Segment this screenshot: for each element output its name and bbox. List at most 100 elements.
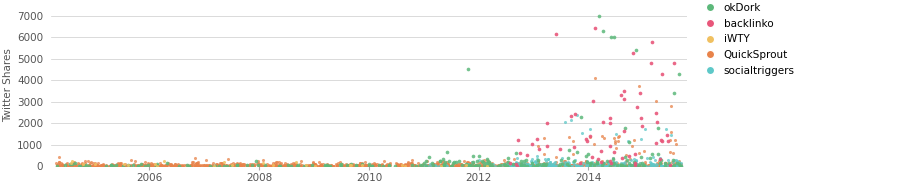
Point xyxy=(92,165,107,168)
Point xyxy=(491,164,505,167)
Point xyxy=(529,159,543,162)
Point xyxy=(459,164,474,167)
Point xyxy=(667,164,682,167)
Point xyxy=(148,162,163,165)
Point xyxy=(203,164,218,167)
Point xyxy=(410,165,425,168)
Point xyxy=(643,163,658,166)
Point xyxy=(483,164,498,167)
Point xyxy=(627,164,642,167)
Point xyxy=(517,164,532,167)
Point xyxy=(656,165,671,168)
Point xyxy=(298,165,313,168)
Point xyxy=(571,163,586,166)
Point xyxy=(67,161,81,164)
Point xyxy=(507,163,522,166)
Point xyxy=(650,164,664,167)
Point xyxy=(657,163,672,166)
Point xyxy=(266,164,281,167)
Point xyxy=(190,161,205,164)
Point xyxy=(475,164,490,167)
Point xyxy=(355,162,370,165)
Point xyxy=(517,163,531,166)
Point xyxy=(240,164,255,167)
Point xyxy=(606,158,621,161)
Point xyxy=(136,163,151,166)
Point xyxy=(652,161,667,164)
Point xyxy=(273,162,287,165)
Point xyxy=(404,165,419,168)
Point xyxy=(215,163,230,166)
Point xyxy=(665,152,680,155)
Point xyxy=(646,163,661,166)
Point xyxy=(548,164,563,167)
Point xyxy=(492,164,507,167)
Point xyxy=(543,164,558,167)
Point xyxy=(609,165,624,168)
Point xyxy=(463,163,478,166)
Point xyxy=(322,165,336,168)
Point xyxy=(589,163,603,166)
Point xyxy=(159,162,174,165)
Point xyxy=(565,164,580,167)
Point xyxy=(313,164,328,167)
Point xyxy=(440,165,455,168)
Point xyxy=(566,163,581,166)
Point xyxy=(511,162,526,165)
Point xyxy=(505,163,519,166)
Point xyxy=(540,164,554,167)
Point xyxy=(72,164,87,167)
Point xyxy=(361,164,376,167)
Point xyxy=(54,162,68,165)
Point xyxy=(462,163,477,166)
Point xyxy=(663,165,678,168)
Point xyxy=(661,163,675,166)
Point xyxy=(438,164,453,167)
Point xyxy=(584,162,599,165)
Point xyxy=(538,163,553,166)
Point xyxy=(395,164,410,167)
Point xyxy=(264,163,279,166)
Point xyxy=(511,164,526,167)
Point xyxy=(622,140,637,143)
Point xyxy=(481,161,496,164)
Point xyxy=(394,163,408,166)
Point xyxy=(351,165,366,168)
Point xyxy=(627,162,642,165)
Point xyxy=(49,164,64,167)
Point xyxy=(489,164,504,167)
Point xyxy=(287,164,302,167)
Point xyxy=(509,164,524,167)
Point xyxy=(427,164,442,167)
Point xyxy=(579,159,594,162)
Point xyxy=(634,156,649,159)
Point xyxy=(594,164,609,167)
Point xyxy=(210,165,225,168)
Point xyxy=(225,164,239,167)
Point xyxy=(426,164,441,167)
Point xyxy=(158,165,173,168)
Point xyxy=(211,164,225,167)
Point xyxy=(87,163,102,166)
Point xyxy=(578,159,593,162)
Point xyxy=(585,164,600,167)
Point xyxy=(649,162,663,165)
Point xyxy=(529,165,544,168)
Point xyxy=(211,165,225,168)
Point xyxy=(274,164,288,167)
Point xyxy=(232,164,247,167)
Point xyxy=(502,164,517,167)
Point xyxy=(595,165,610,168)
Point xyxy=(230,164,245,167)
Point xyxy=(652,157,667,160)
Point xyxy=(95,163,110,166)
Point xyxy=(274,164,288,167)
Point xyxy=(530,164,545,167)
Point xyxy=(541,164,555,167)
Point xyxy=(626,164,640,167)
Point xyxy=(401,161,416,164)
Point xyxy=(112,165,127,168)
Point xyxy=(164,165,179,168)
Point xyxy=(480,164,494,167)
Point xyxy=(279,164,294,167)
